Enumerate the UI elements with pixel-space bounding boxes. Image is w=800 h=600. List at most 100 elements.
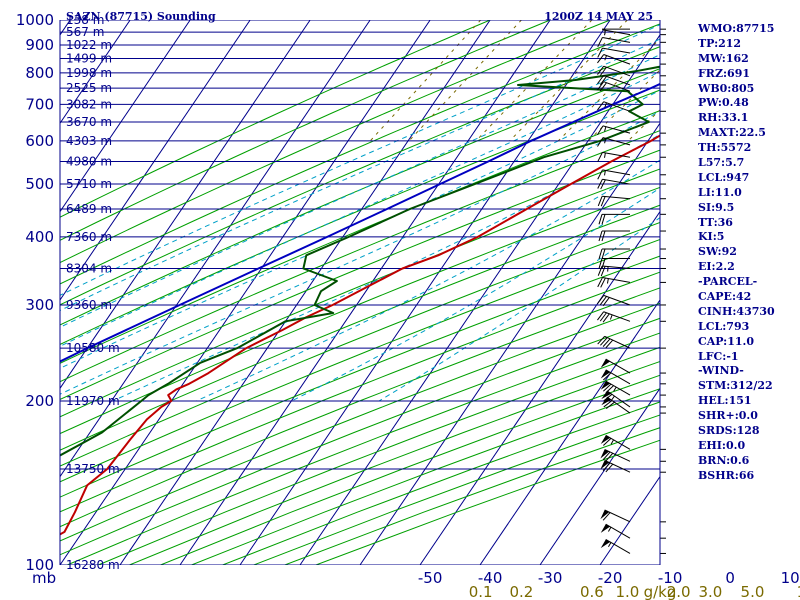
index-item: CAP:11.0 bbox=[698, 334, 755, 348]
isotherm-line bbox=[479, 299, 660, 565]
index-item: RH:33.1 bbox=[698, 111, 749, 125]
wind-barb bbox=[597, 294, 666, 307]
index-item: KI:5 bbox=[698, 230, 725, 244]
wind-barb bbox=[597, 311, 666, 323]
wind-barb bbox=[601, 396, 666, 414]
index-item: BSHR:66 bbox=[698, 468, 755, 482]
index-item: TH:5572 bbox=[698, 141, 752, 155]
height-label: 1998 m bbox=[66, 66, 112, 80]
pressure-tick-label: 900 bbox=[25, 36, 54, 54]
height-label: 138 m bbox=[66, 13, 104, 27]
height-label: 9360 m bbox=[66, 298, 112, 312]
index-item: EI:2.2 bbox=[698, 260, 735, 274]
height-label: 3670 m bbox=[66, 115, 112, 129]
index-item: LI:11.0 bbox=[698, 185, 742, 199]
temperature-tick-label: -40 bbox=[478, 569, 503, 587]
pressure-unit-label: mb bbox=[32, 569, 56, 587]
mixing-ratio-tick-label: 2.0 bbox=[667, 583, 691, 600]
isotherm-line bbox=[60, 20, 371, 478]
dry-adiabat-line bbox=[60, 68, 660, 326]
chart-series bbox=[60, 65, 660, 536]
index-item: SW:92 bbox=[698, 245, 737, 259]
temperature-tick-label: -10 bbox=[658, 569, 683, 587]
wind-barb bbox=[597, 81, 666, 92]
index-item: WB0:805 bbox=[698, 81, 755, 95]
wind-barb bbox=[597, 36, 666, 48]
wind-barb bbox=[600, 358, 666, 374]
mixing-ratio-tick-label: 10.0 bbox=[797, 583, 800, 600]
wind-barb bbox=[600, 448, 666, 462]
isotherm-line bbox=[0, 20, 10, 565]
index-item: STM:312/22 bbox=[698, 379, 773, 393]
index-item: WMO:87715 bbox=[698, 22, 775, 35]
index-item: HEL:151 bbox=[698, 394, 752, 408]
wind-barb bbox=[597, 101, 666, 112]
height-label: 3082 m bbox=[66, 97, 112, 111]
index-item: L57:5.7 bbox=[698, 156, 745, 170]
height-label: 5710 m bbox=[66, 177, 112, 191]
wind-barb bbox=[601, 390, 666, 408]
parcel-line bbox=[60, 82, 660, 363]
wind-barb bbox=[598, 230, 666, 242]
pressure-tick-label: 400 bbox=[25, 228, 54, 246]
mixing-ratio-tick-label: 3.0 bbox=[699, 583, 723, 600]
mixing-ratio-line bbox=[627, 109, 660, 142]
moist-adiabat-line bbox=[60, 38, 660, 312]
height-label: 4980 m bbox=[66, 155, 112, 169]
wind-barb bbox=[597, 54, 666, 65]
isotherm-line bbox=[60, 20, 311, 390]
isotherm-line bbox=[60, 20, 431, 565]
index-item: TP:212 bbox=[698, 36, 742, 50]
moist-adiabat-line bbox=[196, 159, 660, 402]
index-item: MW:162 bbox=[698, 51, 749, 65]
isotherm-line bbox=[60, 20, 251, 301]
mixing-ratio-tick-label: 0.1 bbox=[469, 583, 493, 600]
wind-barb bbox=[597, 47, 666, 58]
index-item: LFC:-1 bbox=[698, 349, 739, 363]
mixing-ratio-line bbox=[369, 20, 482, 142]
isotherm-line bbox=[60, 20, 131, 125]
isotherm-line bbox=[239, 20, 611, 565]
temperature-line bbox=[60, 134, 660, 536]
mixing-ratio-line bbox=[408, 20, 522, 142]
pressure-tick-label: 1000 bbox=[16, 11, 54, 29]
isotherm-line bbox=[359, 122, 660, 565]
wind-barb bbox=[600, 539, 666, 554]
mixing-ratio-tick-label: 0.2 bbox=[509, 583, 533, 600]
isotherm-line bbox=[60, 20, 191, 213]
wind-barb bbox=[597, 151, 666, 162]
wind-barb bbox=[600, 509, 666, 523]
wind-barb bbox=[597, 335, 666, 349]
moist-adiabat-line bbox=[378, 217, 660, 402]
index-item: FRZ:691 bbox=[698, 66, 751, 80]
pressure-tick-label: 300 bbox=[25, 296, 54, 314]
moist-adiabat-line bbox=[60, 110, 660, 395]
index-item: EHI:0.0 bbox=[698, 438, 746, 452]
index-item: TT:36 bbox=[698, 215, 733, 229]
mixing-ratio-tick-label: 0.6 bbox=[580, 583, 604, 600]
wind-barb bbox=[597, 65, 666, 77]
height-label: 16280 m bbox=[66, 558, 120, 572]
pressure-tick-label: 700 bbox=[25, 95, 54, 113]
temperature-tick-label: -50 bbox=[418, 569, 443, 587]
pressure-tick-label: 800 bbox=[25, 64, 54, 82]
wind-barb bbox=[600, 380, 666, 396]
isotherm-line bbox=[539, 387, 660, 565]
wind-barb bbox=[597, 169, 666, 180]
height-label: 567 m bbox=[66, 25, 104, 39]
temperature-tick-label: 10 bbox=[781, 569, 800, 587]
wind-barb bbox=[598, 213, 666, 225]
dewpoint-line bbox=[60, 65, 660, 457]
index-item: PW:0.48 bbox=[698, 96, 749, 110]
isotherm-line bbox=[299, 34, 660, 565]
height-label: 4303 m bbox=[66, 134, 112, 148]
height-label: 8304 m bbox=[66, 261, 112, 275]
wind-barb bbox=[597, 137, 666, 147]
wind-barb bbox=[597, 178, 666, 190]
wind-barb bbox=[600, 459, 666, 473]
height-label: 13750 m bbox=[66, 462, 120, 476]
wind-barb bbox=[597, 195, 666, 207]
wind-barb bbox=[597, 125, 666, 136]
wind-barb bbox=[597, 74, 666, 86]
